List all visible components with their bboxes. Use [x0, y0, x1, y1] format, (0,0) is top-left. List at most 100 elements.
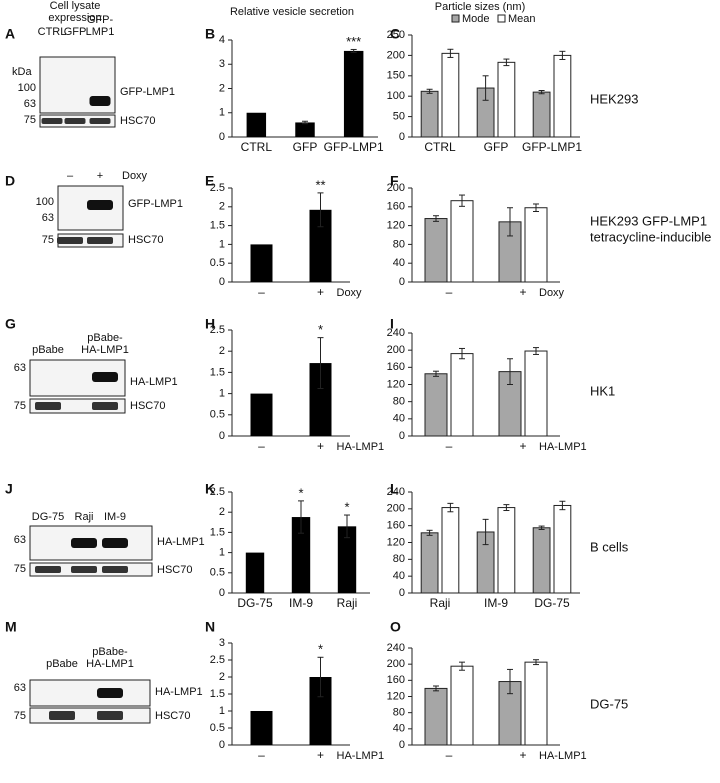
error-bar: [482, 518, 489, 546]
panel-letter: I: [390, 316, 394, 332]
y-tick-label: 0: [399, 739, 405, 751]
error-bar: [344, 514, 350, 539]
y-tick-label: 2: [219, 82, 225, 94]
y-tick-label: 0.5: [210, 409, 225, 421]
y-tick-label: 200: [387, 503, 405, 515]
band-label: HA-LMP1: [155, 686, 203, 698]
error-bar: [482, 75, 489, 101]
marker-label: 63: [14, 534, 26, 546]
band: [102, 566, 128, 573]
y-tick-label: 2: [219, 506, 225, 518]
significance: *: [298, 485, 303, 500]
lane-label: –: [67, 170, 74, 182]
band: [71, 566, 97, 573]
y-tick-label: 250: [387, 29, 405, 41]
y-tick-label: 240: [387, 327, 405, 339]
y-tick-label: 0.5: [210, 722, 225, 734]
y-tick-label: 1: [219, 107, 225, 119]
bar: [424, 373, 448, 437]
y-tick-label: 200: [387, 658, 405, 670]
x-tick-label: –: [446, 439, 453, 453]
marker-label: 75: [14, 563, 26, 575]
bar: [450, 665, 474, 746]
panel-letter: M: [5, 619, 17, 635]
error-bar: [507, 207, 513, 237]
error-bar: [426, 88, 433, 94]
error-bar: [559, 50, 566, 60]
bar: [524, 661, 548, 746]
error-bar: [459, 347, 465, 360]
y-tick-label: 1: [219, 238, 225, 250]
x-tick-label: IM-9: [484, 596, 508, 610]
marker-label: 75: [24, 114, 36, 126]
y-tick-label: 0.5: [210, 567, 225, 579]
error-bar: [533, 203, 539, 212]
band: [64, 118, 86, 124]
y-tick-label: 40: [393, 570, 405, 582]
error-bar: [503, 504, 510, 512]
cell-line-label: DG-75: [590, 696, 628, 711]
y-tick-label: 0: [219, 587, 225, 599]
band-label: HSC70: [128, 234, 163, 246]
y-tick-label: 100: [387, 90, 405, 102]
error-bar: [298, 500, 304, 534]
y-tick-label: 0: [219, 131, 225, 143]
bar: [524, 207, 548, 283]
header: Relative vesicle secretion: [230, 6, 354, 18]
y-tick-label: 2: [219, 671, 225, 683]
significance: **: [315, 177, 325, 192]
error-bar: [447, 502, 454, 513]
legend-label: Mean: [508, 13, 536, 25]
bar: [250, 393, 273, 436]
band-label: HA-LMP1: [157, 536, 205, 548]
x-label: Doxy: [337, 287, 363, 299]
y-tick-label: 1.5: [210, 688, 225, 700]
x-tick-label: –: [446, 285, 453, 299]
x-label: Doxy: [539, 287, 565, 299]
x-tick-label: +: [519, 285, 526, 299]
band-label: HSC70: [130, 400, 165, 412]
y-tick-label: 0.5: [210, 257, 225, 269]
y-tick-label: 0: [399, 276, 405, 288]
error-bar: [533, 659, 539, 666]
error-bar: [447, 48, 454, 58]
band: [41, 118, 63, 124]
y-tick-label: 200: [387, 49, 405, 61]
error-bar: [433, 685, 439, 692]
error-bar: [433, 370, 439, 377]
y-tick-label: 40: [393, 413, 405, 425]
cell-line-label: B cells: [590, 539, 629, 554]
y-tick-label: 1: [219, 705, 225, 717]
bar: [420, 532, 439, 594]
bar: [497, 61, 516, 138]
panel-letter: C: [390, 26, 400, 42]
y-tick-label: 50: [393, 111, 405, 123]
significance: *: [344, 499, 349, 514]
band-label: GFP-LMP1: [120, 86, 175, 98]
y-tick-label: 2.5: [210, 486, 225, 498]
y-tick-label: 1.5: [210, 220, 225, 232]
lane-label: LMP1: [86, 26, 115, 38]
x-tick-label: DG-75: [534, 596, 570, 610]
band-label: HA-LMP1: [130, 376, 178, 388]
lane-label: HA-LMP1: [86, 658, 134, 670]
lane-label: pBabe-: [87, 332, 123, 344]
band: [89, 118, 111, 124]
x-label: HA-LMP1: [337, 750, 385, 762]
error-bar: [302, 120, 308, 125]
x-label: HA-LMP1: [539, 441, 587, 453]
x-tick-label: +: [519, 439, 526, 453]
y-tick-label: 1: [219, 388, 225, 400]
bar: [246, 112, 267, 137]
y-tick-label: 200: [387, 344, 405, 356]
x-tick-label: Raji: [337, 596, 358, 610]
y-tick-label: 0: [219, 739, 225, 751]
y-tick-label: 0: [219, 430, 225, 442]
header: expression: [48, 12, 101, 24]
panel-letter: J: [5, 481, 13, 497]
marker-label: 100: [18, 82, 36, 94]
x-tick-label: CTRL: [241, 140, 273, 154]
error-bar: [317, 192, 324, 228]
x-label: HA-LMP1: [337, 441, 385, 453]
bar: [337, 526, 357, 593]
